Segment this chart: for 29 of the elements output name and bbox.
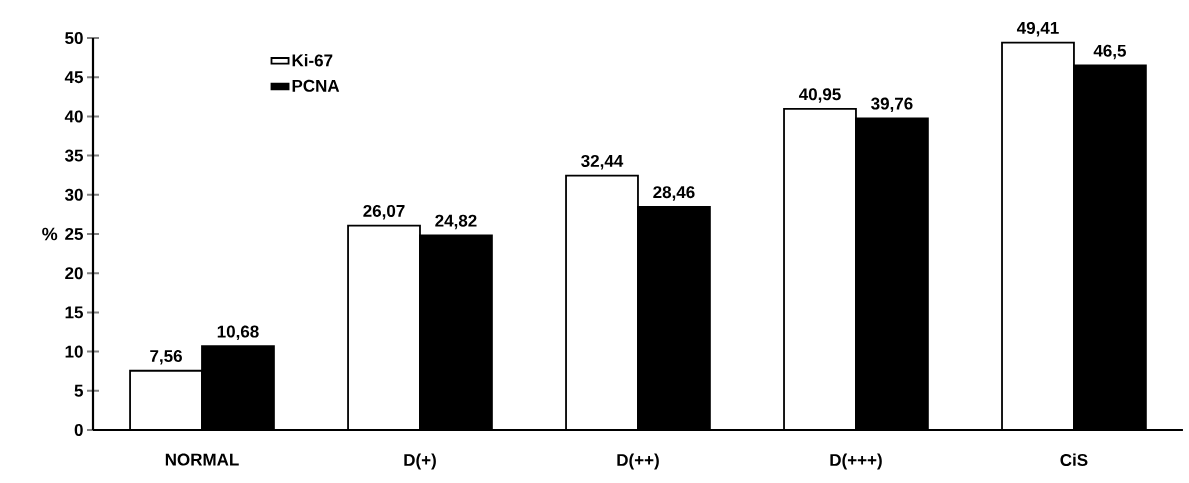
data-label: 10,68 xyxy=(217,325,259,341)
legend-label: PCNA xyxy=(292,79,340,92)
y-axis-title: % xyxy=(42,227,58,241)
y-tick-label: 0 xyxy=(74,423,83,437)
data-label: 32,44 xyxy=(581,154,624,170)
data-label: 46,5 xyxy=(1093,44,1126,60)
y-tick-label: 10 xyxy=(65,345,83,358)
x-tick-label: CiS xyxy=(1060,453,1088,467)
y-tick-label: 15 xyxy=(65,306,83,319)
y-tick-label: 50 xyxy=(65,31,83,45)
y-tick-label: 30 xyxy=(64,188,83,201)
x-tick-label: D(+) xyxy=(404,453,436,470)
data-label: 39,76 xyxy=(871,97,913,113)
data-label: 7,56 xyxy=(150,349,182,365)
data-label: 49,41 xyxy=(1016,21,1059,37)
data-label: 28,46 xyxy=(653,186,695,201)
data-label: 24,82 xyxy=(435,214,477,230)
x-tick-label: D(++) xyxy=(617,453,659,470)
data-label: 26,07 xyxy=(363,204,405,220)
y-tick-label: 20 xyxy=(65,267,83,280)
y-tick-label: 5 xyxy=(74,384,83,397)
x-tick-label: NORMAL xyxy=(165,453,239,466)
x-tick-label: D(+++) xyxy=(830,453,882,470)
y-tick-label: 35 xyxy=(64,149,83,162)
y-tick-label: 45 xyxy=(64,71,83,84)
data-label: 40,95 xyxy=(798,88,841,103)
legend-label: Ki-67 xyxy=(292,53,333,67)
y-tick-label: 25 xyxy=(65,227,83,241)
y-tick-label: 40 xyxy=(64,110,83,123)
